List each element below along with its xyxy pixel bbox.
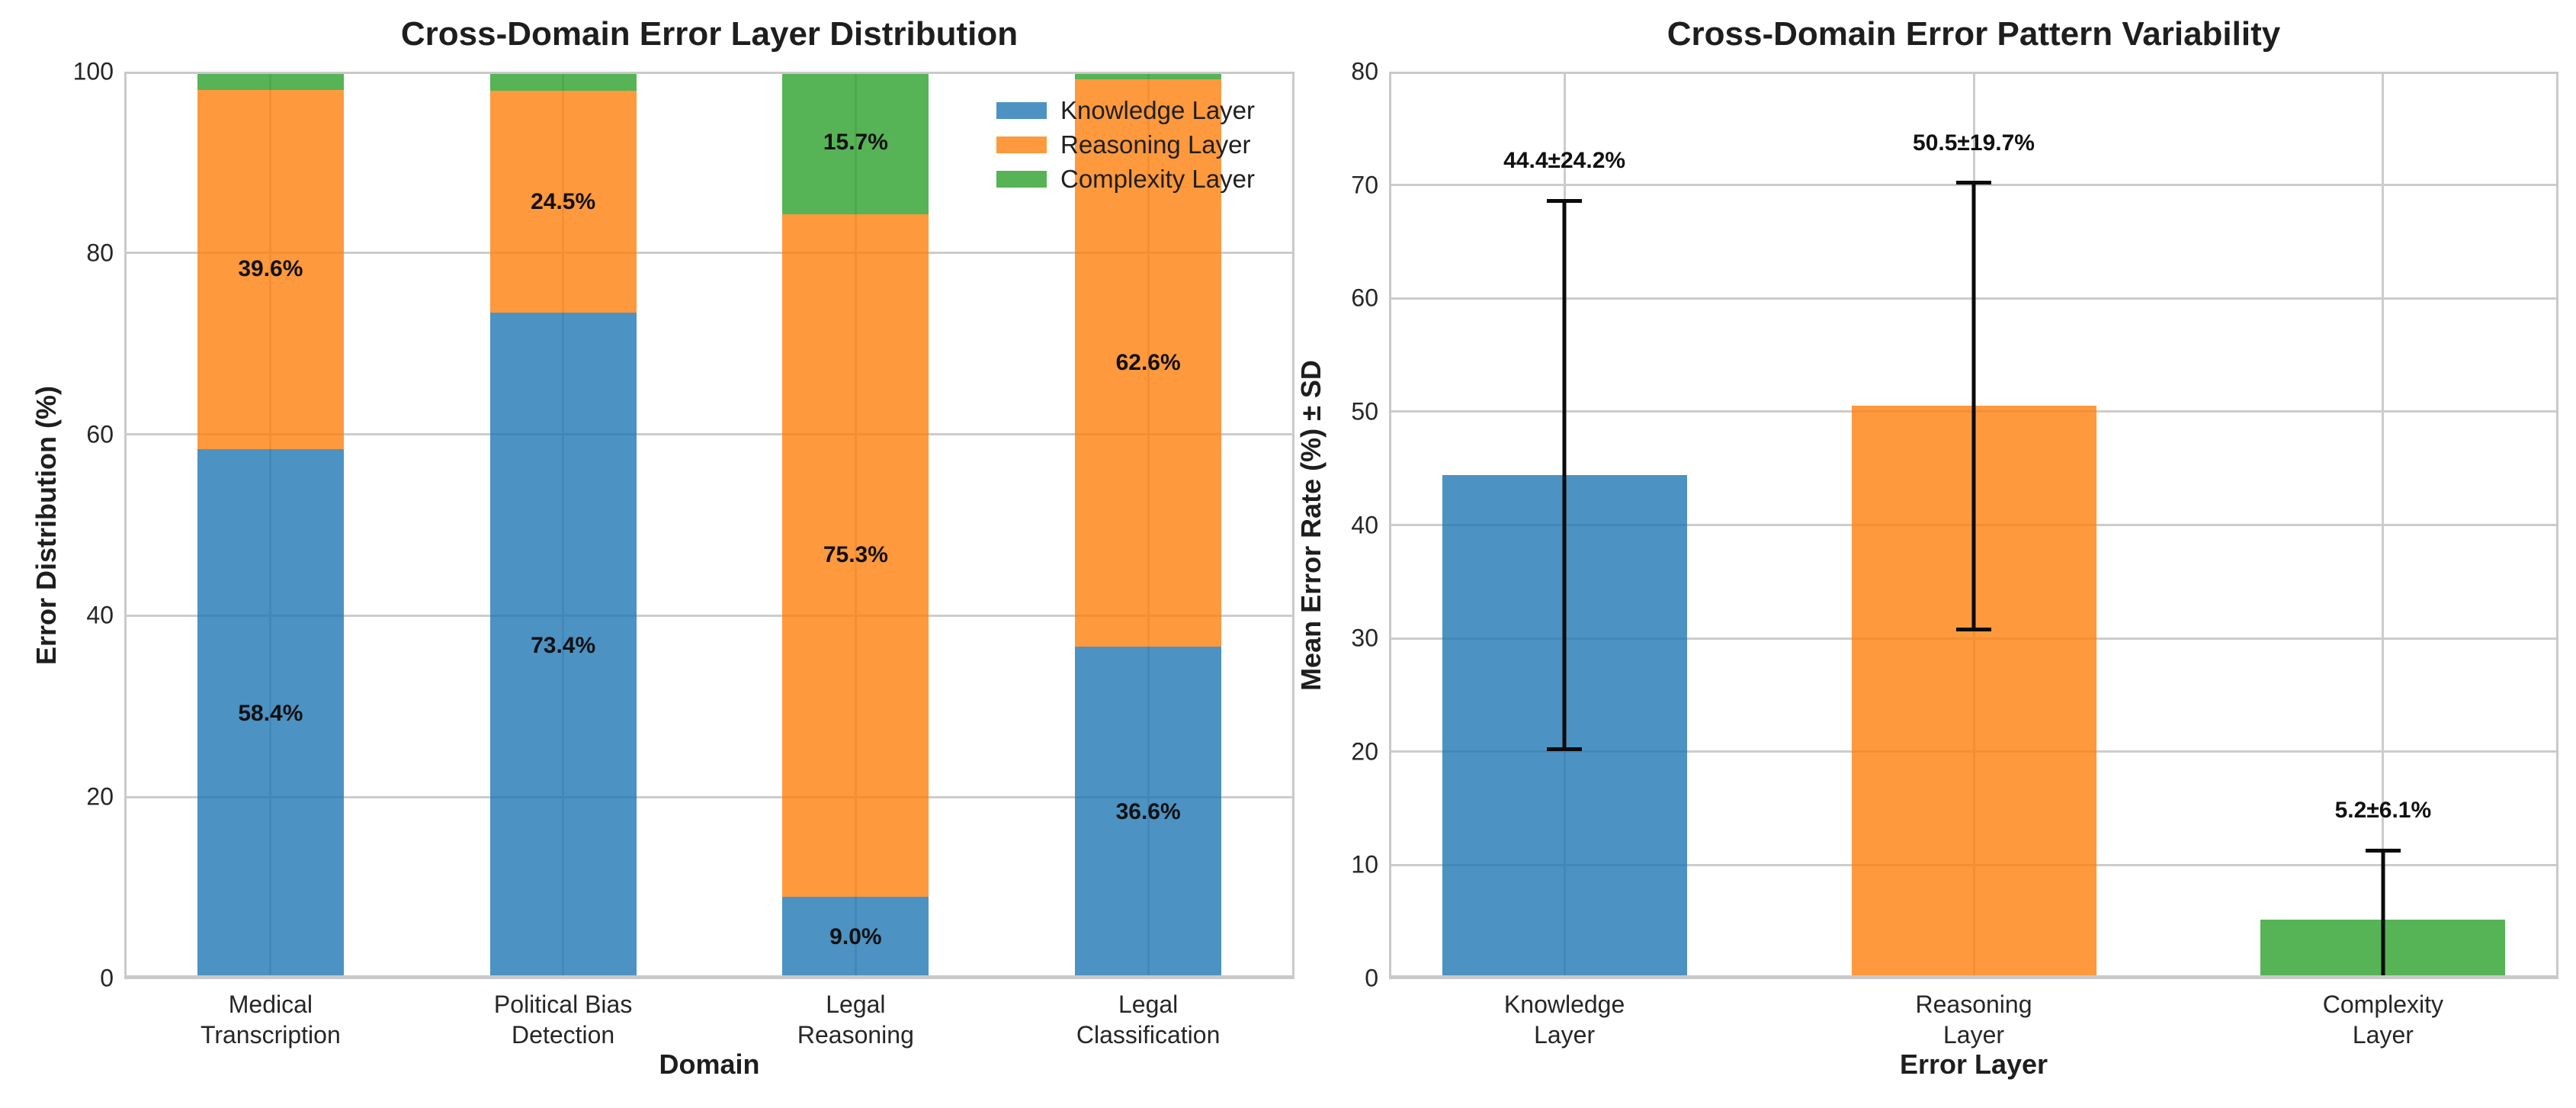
top-spine: [1389, 72, 2558, 74]
bar-segment-knowledge-layer: [197, 449, 344, 978]
bar-segment-knowledge-layer: [1075, 647, 1222, 978]
y-tick-label: 0: [100, 964, 114, 992]
gridline: [2382, 72, 2385, 978]
y-tick-label: 40: [86, 601, 114, 629]
x-tick-label: Reasoning Layer: [1915, 991, 2032, 1049]
gridline: [124, 433, 1294, 436]
x-tick-label: Legal Reasoning: [797, 991, 914, 1049]
error-bar-cap: [1547, 747, 1583, 752]
segment-value-label: 36.6%: [1115, 799, 1181, 825]
bar-segment-reasoning-layer: [489, 91, 637, 313]
bar-segment-complexity-layer: [1075, 72, 1222, 79]
x-tick-label: Political Bias Detection: [493, 991, 633, 1049]
annotations-layer: 44.4±24.2% 50.5±19.7% 5.2±6.1%: [1389, 72, 2558, 979]
error-bar-cap: [2365, 848, 2401, 853]
x-tick-label: Complexity Layer: [2322, 991, 2444, 1049]
errorbar-chart: Cross-Domain Error Pattern Variability M…: [1295, 15, 2558, 1080]
chart-title: Cross-Domain Error Layer Distribution: [400, 15, 1019, 53]
bar-segment-knowledge-layer: [782, 897, 929, 978]
legend-item: Complexity Layer: [996, 165, 1255, 193]
bar-segment-reasoning-layer: [782, 214, 929, 897]
y-tick-label: 30: [1351, 624, 1378, 652]
bar-segment-complexity-layer: [782, 72, 929, 214]
y-tick-label: 70: [1351, 171, 1378, 199]
error-bar-cap: [1547, 198, 1583, 203]
legend-label: Complexity Layer: [1060, 165, 1255, 193]
x-axis-label: Domain: [659, 1049, 760, 1080]
y-axis-label: Mean Error Rate (%) ± SD: [1295, 359, 1326, 691]
legend-swatch: [996, 136, 1047, 153]
annotations-layer: 58.4% 39.6% 73.4% 24.5% 9.0% 75.3% 15.7% 36.6% 6…: [124, 72, 1294, 979]
bar-segment-complexity-layer: [489, 72, 637, 91]
y-tick-label: 60: [1351, 284, 1378, 312]
bar-segment-complexity-layer: [197, 72, 344, 90]
legend-label: Reasoning Layer: [1060, 130, 1251, 159]
legend-item: Reasoning Layer: [996, 130, 1255, 159]
y-tick-labels: 0 20 40 60 80 100: [73, 58, 1294, 992]
right-spine: [1292, 72, 1294, 978]
y-tick-label: 80: [1351, 57, 1378, 85]
segment-value-label: 58.4%: [238, 700, 303, 726]
y-tick-label: 20: [86, 782, 114, 811]
gridline: [124, 614, 1294, 617]
y-tick-label: 0: [1365, 964, 1378, 992]
legend-swatch: [996, 171, 1047, 188]
x-tick-label: Legal Classification: [1076, 991, 1221, 1049]
legend-swatch: [996, 102, 1047, 119]
mean-sd-annotation: 50.5±19.7%: [1913, 130, 2035, 156]
y-tick-label: 50: [1351, 397, 1378, 426]
bars-layer: [124, 72, 1294, 978]
bottom-spine: [1389, 975, 2558, 979]
y-tick-label: 20: [1351, 737, 1378, 766]
gridline: [124, 795, 1294, 798]
x-tick-labels: Medical Transcription Political Bias Detect…: [124, 72, 1294, 1049]
y-tick-label: 10: [1351, 850, 1378, 878]
segment-value-label: 24.5%: [531, 188, 596, 214]
bar-segment-reasoning-layer: [197, 90, 344, 449]
error-bar: [2381, 850, 2385, 978]
segment-value-label: 9.0%: [829, 924, 882, 950]
x-tick-labels: Knowledge Layer Reasoning Layer Complexity La…: [1389, 72, 2558, 1049]
segment-value-label: 62.6%: [1115, 349, 1181, 375]
bottom-spine: [124, 975, 1294, 979]
segment-value-label: 75.3%: [823, 542, 888, 568]
plot-area: 58.4% 39.6% 73.4% 24.5% 9.0% 75.3% 15.7% 36.6% 6…: [124, 72, 1294, 979]
segment-value-label: 15.7%: [823, 130, 888, 156]
bar-segment-reasoning-layer: [1075, 79, 1222, 647]
bar-segment-knowledge-layer: [489, 313, 637, 978]
left-spine: [124, 72, 127, 978]
error-bar-cap: [1956, 181, 1991, 185]
stacked-bar-chart: Cross-Domain Error Layer Distribution Er…: [30, 15, 1294, 1080]
y-tick-label: 100: [72, 57, 114, 85]
left-spine: [1389, 72, 1391, 978]
chart-title: Cross-Domain Error Pattern Variability: [1667, 15, 2281, 53]
error-bar-cap: [1956, 627, 1991, 631]
plot-area: 44.4±24.2% 50.5±19.7% 5.2±6.1%: [1389, 72, 2558, 979]
mean-sd-annotation: 44.4±24.2%: [1503, 148, 1626, 174]
top-spine: [124, 72, 1294, 74]
error-bar: [1562, 201, 1567, 750]
error-bar: [1971, 182, 1976, 630]
legend-item: Knowledge Layer: [996, 96, 1256, 124]
gridline: [124, 252, 1294, 255]
mean-sd-annotation: 5.2±6.1%: [2334, 798, 2432, 824]
x-axis-label: Error Layer: [1899, 1049, 2048, 1080]
y-tick-labels: 0 10 20 30 40 50 60 70 80: [1351, 58, 2558, 992]
y-tick-label: 60: [86, 420, 114, 448]
right-spine: [2556, 72, 2558, 978]
segment-value-label: 73.4%: [531, 632, 596, 658]
y-axis-label: Error Distribution (%): [30, 385, 62, 665]
y-tick-label: 40: [1351, 511, 1378, 538]
legend-label: Knowledge Layer: [1060, 96, 1256, 124]
x-tick-label: Knowledge Layer: [1503, 991, 1625, 1049]
y-tick-label: 80: [86, 239, 114, 267]
segment-value-label: 39.6%: [238, 256, 303, 282]
x-tick-label: Medical Transcription: [200, 991, 341, 1049]
legend: Knowledge Layer Reasoning Layer Complexity…: [996, 96, 1256, 193]
